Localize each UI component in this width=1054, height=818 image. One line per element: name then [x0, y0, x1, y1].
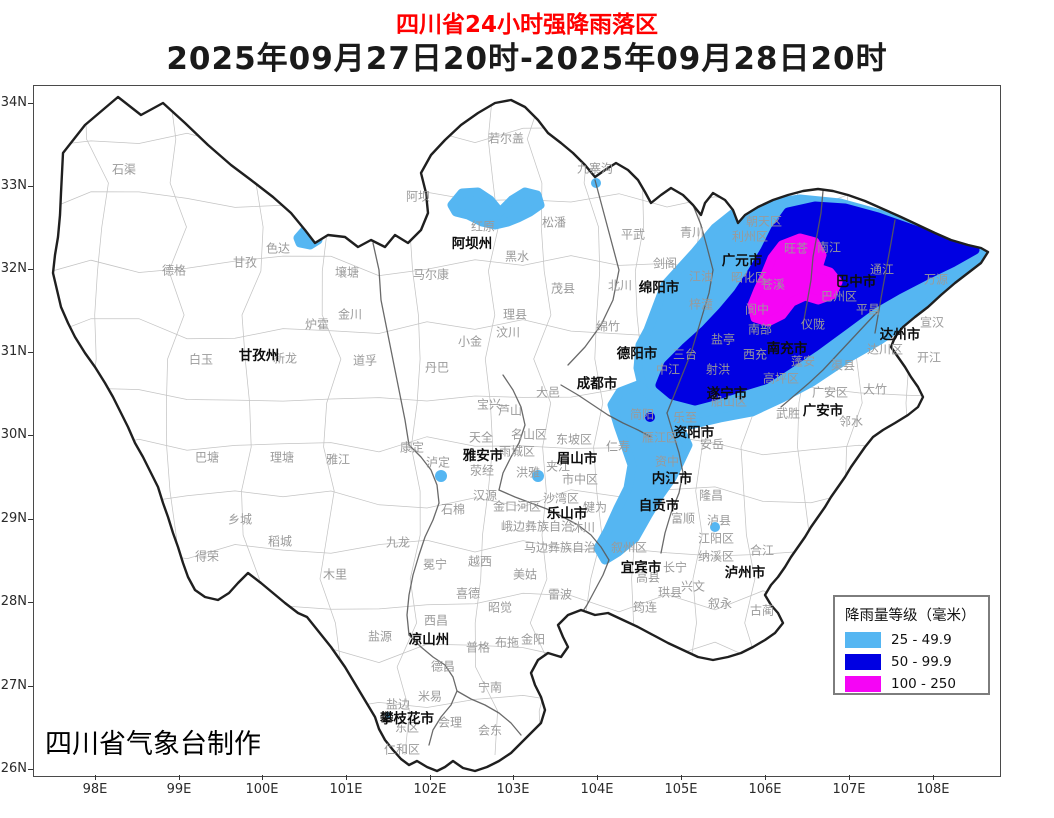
- legend-label: 100 - 250: [891, 676, 956, 692]
- county-line: [53, 485, 956, 509]
- y-tick-label: 33N: [0, 178, 27, 193]
- rainfall-legend: 降雨量等级（毫米） 25 - 49.9 50 - 99.9 100 - 250: [833, 595, 990, 695]
- y-tick-mark: [28, 186, 33, 187]
- county-line: [53, 125, 956, 148]
- x-tick-label: 103E: [496, 782, 530, 797]
- page-subtitle: 2025年09月27日20时-2025年09月28日20时: [166, 41, 888, 77]
- x-tick-mark: [765, 775, 766, 780]
- sichuan-map: [51, 95, 990, 773]
- x-tick-mark: [430, 775, 431, 780]
- x-tick-label: 101E: [329, 782, 363, 797]
- x-tick-label: 102E: [413, 782, 447, 797]
- y-tick-label: 32N: [0, 261, 27, 276]
- legend-row: 50 - 99.9: [845, 652, 988, 672]
- legend-title: 降雨量等级（毫米）: [845, 608, 976, 624]
- x-tick-label: 106E: [748, 782, 782, 797]
- y-tick-mark: [28, 686, 33, 687]
- x-tick-label: 100E: [245, 782, 279, 797]
- y-tick-mark: [28, 519, 33, 520]
- county-line: [84, 97, 109, 756]
- producer-credit: 四川省气象台制作: [45, 729, 261, 760]
- y-tick-label: 26N: [0, 761, 27, 776]
- y-tick-mark: [28, 352, 33, 353]
- x-tick-mark: [597, 775, 598, 780]
- x-tick-mark: [933, 775, 934, 780]
- legend-row: 100 - 250: [845, 674, 988, 694]
- y-tick-label: 28N: [0, 594, 27, 609]
- county-line: [736, 97, 759, 756]
- rain-spot: [645, 412, 655, 422]
- x-tick-label: 99E: [166, 782, 192, 797]
- legend-swatch: [845, 654, 881, 670]
- county-line: [53, 385, 956, 402]
- y-tick-mark: [28, 769, 33, 770]
- county-line: [53, 641, 956, 664]
- y-tick-label: 31N: [0, 344, 27, 359]
- x-tick-label: 105E: [664, 782, 698, 797]
- county-line: [164, 97, 187, 756]
- legend-label: 25 - 49.9: [891, 632, 952, 648]
- legend-label: 50 - 99.9: [891, 654, 952, 670]
- y-tick-mark: [28, 103, 33, 104]
- y-tick-label: 29N: [0, 511, 27, 526]
- rain-area-25-49.9: [447, 187, 545, 230]
- county-line: [53, 695, 956, 715]
- prefecture-boundaries-layer: [372, 179, 896, 746]
- y-tick-mark: [28, 269, 33, 270]
- province-border: [51, 95, 990, 773]
- page-title: 四川省24小时强降雨落区: [395, 12, 658, 38]
- rain-area-100-250: [747, 233, 843, 327]
- x-tick-label: 107E: [832, 782, 866, 797]
- y-tick-mark: [28, 602, 33, 603]
- y-tick-label: 27N: [0, 678, 27, 693]
- rain-spot: [532, 470, 544, 482]
- x-tick-mark: [262, 775, 263, 780]
- x-tick-label: 98E: [82, 782, 108, 797]
- y-tick-mark: [28, 435, 33, 436]
- rainfall-areas-layer: [293, 178, 988, 718]
- x-tick-label: 104E: [580, 782, 614, 797]
- legend-items: 25 - 49.9 50 - 99.9 100 - 250: [845, 630, 988, 694]
- county-line: [582, 97, 604, 756]
- county-boundaries-layer: [53, 97, 967, 756]
- rain-spot: [435, 470, 447, 482]
- x-tick-mark: [849, 775, 850, 780]
- y-tick-label: 34N: [0, 95, 27, 110]
- x-tick-mark: [179, 775, 180, 780]
- x-tick-mark: [95, 775, 96, 780]
- legend-row: 25 - 49.9: [845, 630, 988, 650]
- x-tick-mark: [346, 775, 347, 780]
- x-tick-label: 108E: [916, 782, 950, 797]
- legend-swatch: [845, 676, 881, 692]
- y-tick-label: 30N: [0, 427, 27, 442]
- x-tick-mark: [681, 775, 682, 780]
- county-line: [53, 435, 956, 456]
- legend-swatch: [845, 632, 881, 648]
- county-line: [396, 97, 421, 756]
- rain-spot: [385, 712, 391, 718]
- rain-area-25-49.9: [593, 380, 693, 565]
- x-tick-mark: [513, 775, 514, 780]
- county-line: [241, 97, 265, 756]
- county-line: [53, 590, 956, 613]
- rain-spot: [710, 522, 720, 532]
